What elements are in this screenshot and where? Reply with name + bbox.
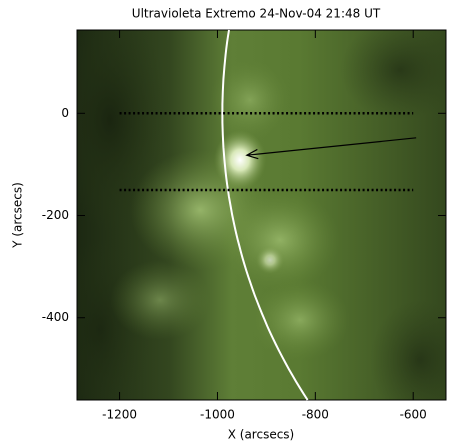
x-tick-label: -1000 bbox=[200, 408, 235, 422]
y-tick-label: -200 bbox=[42, 208, 69, 222]
y-axis-label: Y (arcsecs) bbox=[11, 182, 25, 249]
solar-image bbox=[77, 30, 446, 400]
y-tick-label: 0 bbox=[61, 106, 69, 120]
solar-limb bbox=[221, 29, 309, 401]
plot-frame bbox=[76, 29, 447, 401]
y-tick-label: -400 bbox=[42, 310, 69, 324]
x-tick-label: -1200 bbox=[102, 408, 137, 422]
x-tick-label: -600 bbox=[400, 408, 427, 422]
arrow bbox=[245, 137, 417, 160]
x-axis-label: X (arcsecs) bbox=[228, 428, 295, 442]
chart-title: Ultravioleta Extremo 24-Nov-04 21:48 UT bbox=[132, 7, 381, 21]
x-tick-label: -800 bbox=[302, 408, 329, 422]
